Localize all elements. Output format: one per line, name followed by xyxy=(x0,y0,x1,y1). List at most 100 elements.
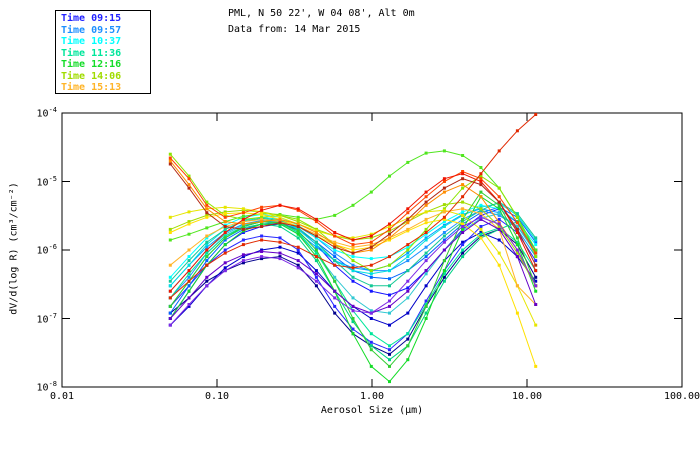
series-marker xyxy=(369,275,373,279)
series-marker xyxy=(205,245,209,249)
series-marker xyxy=(497,149,501,153)
series-marker xyxy=(333,255,337,259)
series-marker xyxy=(369,234,373,238)
series-marker xyxy=(314,231,318,234)
series-marker xyxy=(296,232,300,236)
series-marker xyxy=(534,243,538,247)
series-marker xyxy=(461,231,465,234)
series-marker xyxy=(479,195,483,199)
series-marker xyxy=(168,152,172,156)
series-marker xyxy=(278,251,282,255)
series-marker xyxy=(406,259,410,263)
series-marker xyxy=(442,240,446,244)
series-marker xyxy=(515,236,519,240)
series-marker xyxy=(333,263,337,267)
series-marker xyxy=(388,348,391,352)
series-marker xyxy=(515,227,519,231)
series-marker xyxy=(168,215,172,219)
series-marker xyxy=(461,183,465,187)
series-marker xyxy=(314,279,318,283)
series-marker xyxy=(442,231,446,234)
series-marker xyxy=(388,222,391,226)
series-marker xyxy=(369,364,373,368)
series-marker xyxy=(205,275,209,279)
series-marker xyxy=(497,207,501,211)
series-marker xyxy=(515,215,519,219)
plot-header: PML, N 50 22', W 04 08', Alt 0m Data fro… xyxy=(228,6,415,38)
series-marker xyxy=(314,284,318,288)
legend-item: Time 09:15 xyxy=(61,13,122,24)
series-marker xyxy=(205,255,209,259)
series-marker xyxy=(442,203,446,207)
series-marker xyxy=(278,255,282,259)
x-axis-label: Aerosol Size (μm) xyxy=(320,405,424,416)
series-marker xyxy=(168,263,172,267)
series-marker xyxy=(442,238,446,242)
series-marker xyxy=(260,250,264,253)
series-marker xyxy=(314,229,318,233)
series-marker xyxy=(388,232,391,236)
series-marker xyxy=(314,240,318,244)
series-marker xyxy=(205,259,209,263)
series-marker xyxy=(534,263,538,267)
series-marker xyxy=(515,284,519,288)
series-marker xyxy=(406,243,410,247)
series-marker xyxy=(442,259,446,263)
series-marker xyxy=(187,186,191,190)
series-marker xyxy=(278,203,282,207)
series-marker xyxy=(515,221,519,225)
series-marker xyxy=(278,245,282,249)
series-marker xyxy=(187,220,191,224)
series-marker xyxy=(351,275,355,279)
series-marker xyxy=(369,236,373,240)
series-marker xyxy=(424,245,428,249)
series-marker xyxy=(260,208,264,212)
series-marker xyxy=(424,227,428,231)
series-marker xyxy=(388,344,391,348)
series-marker xyxy=(424,311,428,315)
series-marker xyxy=(479,180,483,183)
series-marker xyxy=(351,238,355,242)
series-marker xyxy=(351,266,355,270)
series-marker xyxy=(424,236,428,240)
series-marker xyxy=(442,149,446,153)
series-marker xyxy=(461,222,465,226)
legend-box: Time 09:15 Time 09:57 Time 10:37 Time 11:36… xyxy=(55,10,151,94)
series-marker xyxy=(388,227,391,231)
series-marker xyxy=(442,275,446,279)
series-marker xyxy=(187,284,191,288)
series-marker xyxy=(388,352,391,356)
series-marker xyxy=(369,309,373,313)
series-marker xyxy=(205,263,209,267)
x-tick-label: 0.10 xyxy=(204,391,230,402)
series-marker xyxy=(296,220,300,224)
series-marker xyxy=(333,304,337,308)
series-marker xyxy=(314,269,318,273)
series-marker xyxy=(187,183,191,187)
series-marker xyxy=(241,207,245,211)
series-marker xyxy=(442,208,446,212)
series-marker xyxy=(278,215,282,219)
series-marker xyxy=(369,269,373,273)
series-marker xyxy=(314,234,318,238)
series-marker xyxy=(461,170,465,173)
series-marker xyxy=(515,129,519,133)
series-line xyxy=(169,220,537,361)
legend-item: Time 09:57 xyxy=(61,24,122,36)
series-marker xyxy=(515,243,519,247)
series-marker xyxy=(333,259,337,263)
series-marker xyxy=(461,186,465,190)
series-marker xyxy=(497,186,501,190)
series-marker xyxy=(406,289,410,293)
series-marker xyxy=(260,220,264,224)
series-marker xyxy=(388,225,391,228)
page-subtitle: Data from: 14 Mar 2015 xyxy=(228,24,361,35)
series-marker xyxy=(333,279,337,283)
series-marker xyxy=(241,253,245,257)
series-marker xyxy=(461,251,465,255)
series-marker xyxy=(168,304,172,308)
series-marker xyxy=(442,190,446,194)
series-marker xyxy=(369,263,373,267)
series-marker xyxy=(168,159,172,163)
series-marker xyxy=(497,203,501,207)
